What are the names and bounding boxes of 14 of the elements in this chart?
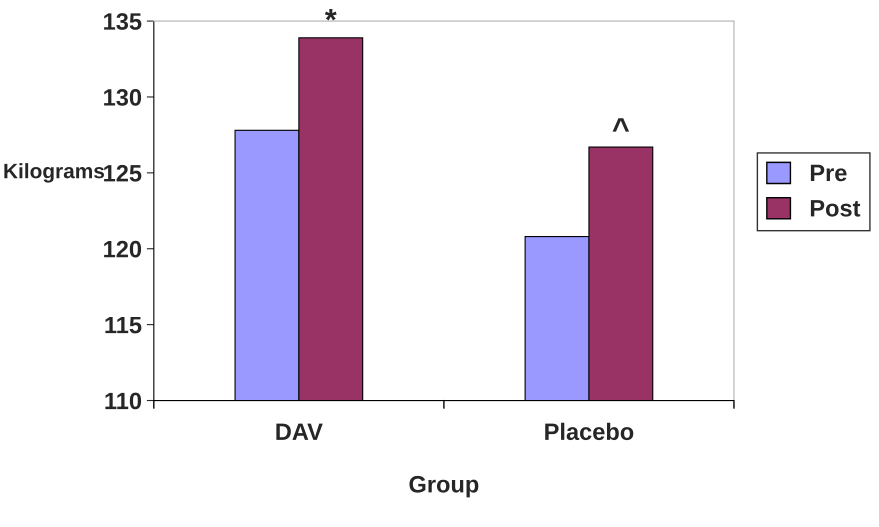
y-tick-label: 120 <box>104 240 142 258</box>
x-tick-label: DAV <box>276 424 323 440</box>
annotation: * <box>324 9 337 20</box>
y-tick-label: 110 <box>105 392 142 410</box>
y-axis-title: Kilograms <box>4 163 104 183</box>
legend-label: Post <box>810 200 860 217</box>
y-tick-label: 115 <box>105 316 142 334</box>
y-tick-label: 125 <box>104 164 142 182</box>
y-tick-label: 135 <box>104 13 142 30</box>
x-axis-title: Group <box>409 476 478 498</box>
legend-label: Pre <box>810 164 847 182</box>
x-tick-label: Placebo <box>545 422 634 440</box>
y-tick-label: 130 <box>104 89 142 106</box>
annotation: ^ <box>612 118 630 132</box>
